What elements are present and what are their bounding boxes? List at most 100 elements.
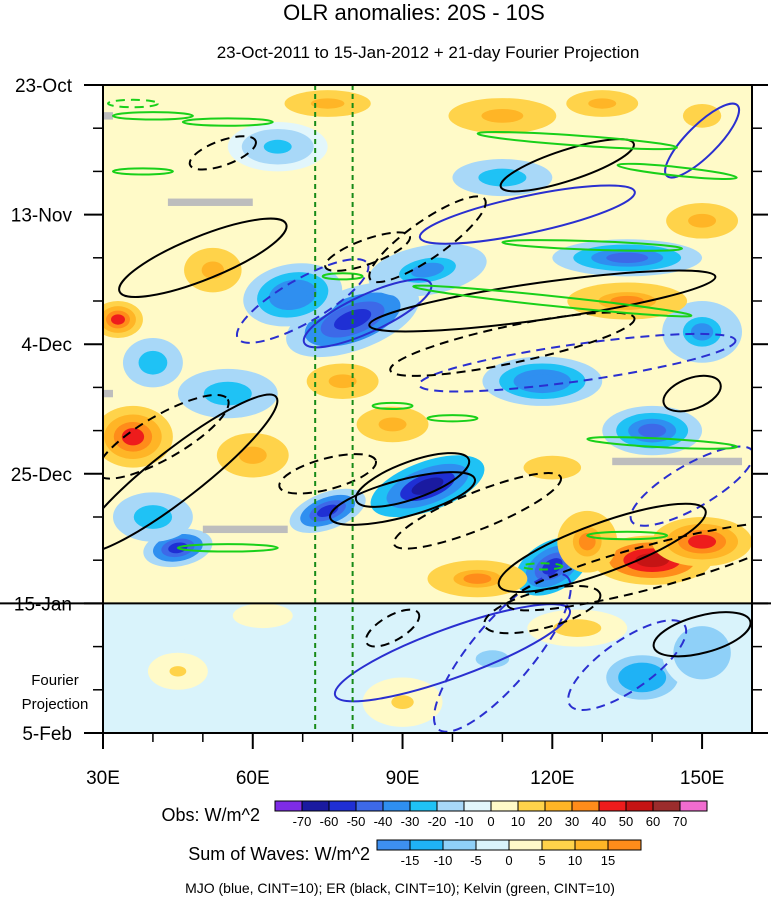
x-tick-label-3: 120E [530,768,574,789]
obs-anomaly-13 [227,122,328,172]
obs-anomaly-1-level-3 [278,285,307,304]
missing-data-3 [103,112,113,120]
waves-colorbar-level-label-1: -10 [434,853,453,868]
er-contour-19 [103,393,230,480]
obs-anomaly-32 [292,356,393,406]
obs-colorbar-level-label-2: -50 [347,814,366,829]
missing-data-0 [167,198,253,206]
obs-colorbar-swatch-0 [274,800,303,812]
projection-anomaly-5 [527,609,628,647]
obs-colorbar-level-label-12: 50 [619,814,633,829]
legend-note: MJO (blue, CINT=10); ER (black, CINT=10)… [185,880,615,896]
obs-anomaly-17 [652,517,752,567]
obs-colorbar-level-label-10: 30 [565,814,579,829]
obs-colorbar-swatch-5 [409,800,438,812]
kelvin-contour-28 [111,111,194,121]
y-tick-label-3: 25-Dec [11,465,72,486]
waves-colorbar-level-label-0: -15 [401,853,420,868]
kelvin-contour-39 [371,401,414,410]
obs-colorbar: -70 -60 -50 -40 -30 -20 -10 0 10 20 30 40 50 60 70 [274,800,708,829]
er-contour-22 [392,472,563,550]
mjo-contour-3 [664,102,741,179]
mjo-contour-2 [418,184,636,245]
obs-anomaly-14 [112,492,193,542]
obs-colorbar-level-label-9: 20 [538,814,552,829]
projection-field [103,603,752,733]
obs-colorbar-level-label-8: 10 [511,814,525,829]
y-tick-label-5: 5-Feb [22,724,72,745]
obs-colorbar-level-label-11: 40 [592,814,606,829]
obs-anomaly-26 [342,399,443,450]
x-axis: 30E 60E 90E 120E 150E [86,733,724,789]
mjo-contour-8 [333,603,572,703]
er-contour-26 [368,195,487,284]
missing-data-2 [612,457,743,466]
waves-colorbar: -15 -10 -5 0 5 10 15 [376,839,642,868]
projection-anomaly-6-level-3 [254,612,272,620]
mjo-contour-5 [629,445,752,527]
kelvin-contour-33 [501,239,684,252]
projection-anomaly-7-level-3 [141,622,165,634]
er-contour-12 [329,471,477,526]
obs-colorbar-level-label-0: -70 [293,814,312,829]
er-contour-27 [364,608,421,648]
mjo-contour-6 [432,572,572,733]
projection-anomaly-6 [232,603,293,629]
er-contour-25 [483,584,602,635]
y-tick-label-4: 15-Jan [14,594,72,615]
missing-data-4 [103,389,113,398]
obs-anomaly-28-level-3 [310,98,345,109]
obs-colorbar-level-label-5: -20 [428,814,447,829]
obs-anomaly-31-level-3 [535,460,570,475]
obs-anomaly-20-level-3 [110,314,125,325]
x-tick-label-4: 150E [680,768,724,789]
obs-anomaly-11 [122,338,183,388]
obs-colorbar-level-label-3: -40 [374,814,393,829]
y-tick-label-2: 4-Dec [21,335,72,356]
waves-colorbar-swatch-6 [574,839,609,851]
obs-anomaly-19 [103,405,173,468]
obs-colorbar-swatch-1 [301,800,330,812]
er-contour-13 [499,138,635,193]
obs-field [103,85,752,604]
projection-anomaly-2-level-3 [475,650,510,668]
x-tick-label-0: 30E [86,768,120,789]
kelvin-contour-34 [412,284,693,318]
obs-anomaly-29-level-3 [588,98,617,109]
obs-anomaly-32-level-3 [328,374,357,389]
obs-anomaly-12-level-3 [690,323,714,341]
obs-anomaly-27-level-3 [688,213,717,228]
waves-colorbar-level-label-5: 10 [568,853,582,868]
obs-colorbar-swatch-7 [463,800,492,812]
obs-anomaly-23 [427,91,578,141]
plot-frame [102,84,753,734]
kelvin-contour-41 [106,98,159,109]
obs-colorbar-swatch-10 [544,800,573,812]
projection-anomaly-3-level-3 [169,666,187,677]
obs-colorbar-swatch-12 [598,800,627,812]
obs-anomaly-1 [243,263,343,327]
obs-anomaly-20 [103,301,143,339]
waves-colorbar-swatch-4 [508,839,543,851]
kelvin-contour-38 [426,414,479,423]
waves-colorbar-swatch-5 [541,839,576,851]
kelvin-contour-37 [586,530,669,541]
chart-subtitle: 23-Oct-2011 to 15-Jan-2012 + 21-day Four… [217,43,640,62]
kelvin-contour-31 [476,131,678,151]
obs-colorbar-swatch-13 [625,800,654,812]
projection-anomaly-0-level-3 [628,668,657,687]
y-tick-label-0: 23-Oct [15,76,73,97]
er-contour-17 [652,611,752,658]
obs-colorbar-level-label-1: -60 [320,814,339,829]
waves-colorbar-level-label-2: -5 [470,853,482,868]
er-contour-9 [118,217,288,298]
obs-colorbar-level-label-14: 70 [673,814,687,829]
obs-anomaly-10-level-3 [213,386,242,401]
obs-colorbar-level-label-13: 60 [646,814,660,829]
projection-anomaly-5-level-3 [563,622,592,634]
obs-anomaly-21-level-3 [463,573,492,584]
obs-anomaly-24-level-3 [238,446,267,464]
kelvin-contour-40 [321,272,364,281]
obs-colorbar-level-label-4: -30 [401,814,420,829]
obs-anomaly-9-level-3 [606,252,649,263]
